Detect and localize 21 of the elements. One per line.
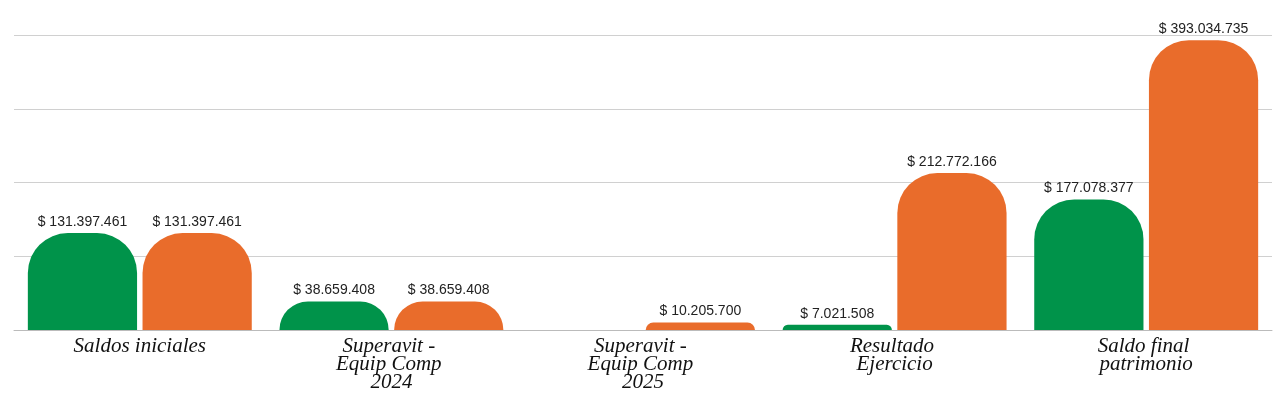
data-label: $ 212.772.166 <box>907 153 997 170</box>
bar <box>1148 40 1259 330</box>
data-label: $ 131.397.461 <box>152 213 243 230</box>
data-label: $ 38.659.408 <box>293 281 376 298</box>
bar <box>645 322 755 330</box>
data-label: $ 38.659.408 <box>407 281 490 298</box>
bar <box>1034 199 1144 330</box>
bar <box>897 173 1007 330</box>
bar <box>27 233 138 330</box>
x-tick-label: Saldo final patrimonio <box>1097 333 1195 375</box>
data-label: $ 131.397.461 <box>37 213 128 230</box>
x-tick-label: Superavit - Equip Comp 2024 <box>334 333 447 393</box>
x-tick-label: Saldos iniciales <box>73 333 207 357</box>
bar <box>782 324 892 330</box>
bar <box>142 233 252 330</box>
data-label: $ 10.205.700 <box>659 302 742 319</box>
data-label: $ 7.021.508 <box>800 304 875 321</box>
x-tick-label: Superavit - Equip Comp 2025 <box>586 333 699 393</box>
data-label: $ 177.078.377 <box>1044 179 1134 196</box>
data-label: $ 393.034.735 <box>1158 20 1249 37</box>
x-tick-label: Resultado Ejercicio <box>848 333 940 375</box>
